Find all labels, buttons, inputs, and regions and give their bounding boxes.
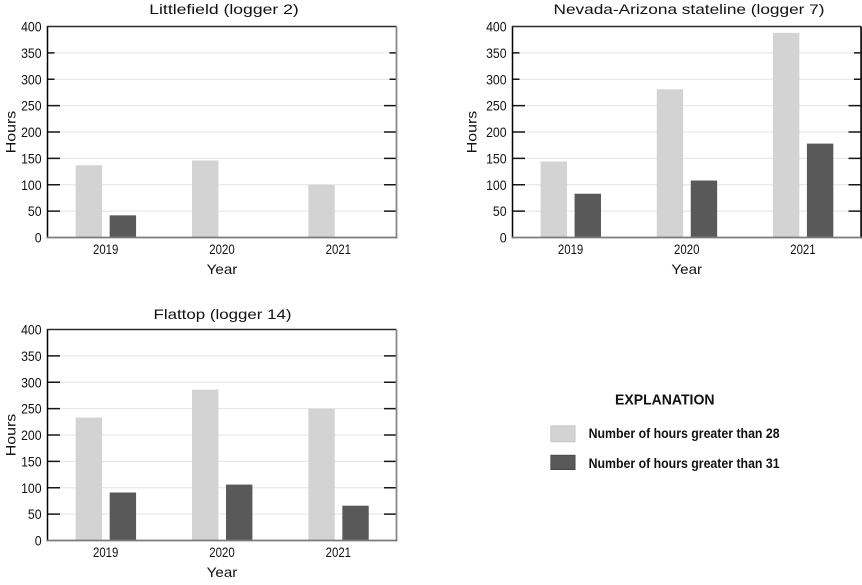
svg-text:150: 150 bbox=[486, 150, 507, 166]
svg-text:0: 0 bbox=[500, 230, 507, 246]
svg-text:2021: 2021 bbox=[326, 241, 352, 257]
svg-text:Number of hours greater than 2: Number of hours greater than 28 bbox=[589, 425, 780, 441]
svg-text:2020: 2020 bbox=[209, 241, 235, 257]
svg-text:150: 150 bbox=[21, 150, 42, 166]
svg-text:2020: 2020 bbox=[209, 544, 235, 560]
svg-text:300: 300 bbox=[21, 374, 42, 390]
svg-text:350: 350 bbox=[21, 348, 42, 364]
svg-text:100: 100 bbox=[486, 177, 507, 193]
svg-text:Hours: Hours bbox=[3, 111, 19, 154]
svg-text:Year: Year bbox=[207, 261, 238, 277]
svg-text:250: 250 bbox=[486, 98, 507, 114]
svg-text:300: 300 bbox=[486, 71, 507, 87]
svg-text:2021: 2021 bbox=[790, 241, 816, 257]
svg-text:350: 350 bbox=[486, 45, 507, 61]
svg-text:400: 400 bbox=[21, 322, 42, 338]
svg-text:300: 300 bbox=[21, 71, 42, 87]
svg-text:2019: 2019 bbox=[93, 241, 119, 257]
svg-text:200: 200 bbox=[21, 124, 42, 140]
svg-text:Flattop (logger 14): Flattop (logger 14) bbox=[154, 306, 292, 322]
svg-text:400: 400 bbox=[486, 19, 507, 35]
svg-text:2020: 2020 bbox=[674, 241, 700, 257]
svg-text:Hours: Hours bbox=[3, 414, 19, 457]
svg-text:0: 0 bbox=[35, 230, 42, 246]
svg-text:250: 250 bbox=[21, 98, 42, 114]
svg-text:Hours: Hours bbox=[464, 111, 480, 154]
svg-text:Year: Year bbox=[671, 261, 702, 277]
svg-text:50: 50 bbox=[493, 203, 507, 219]
svg-text:100: 100 bbox=[21, 177, 42, 193]
svg-text:200: 200 bbox=[21, 427, 42, 443]
svg-text:2021: 2021 bbox=[326, 544, 352, 560]
svg-text:250: 250 bbox=[21, 401, 42, 417]
svg-text:0: 0 bbox=[35, 533, 42, 549]
svg-text:150: 150 bbox=[21, 453, 42, 469]
svg-text:Number of hours greater than 3: Number of hours greater than 31 bbox=[589, 455, 780, 471]
svg-text:350: 350 bbox=[21, 45, 42, 61]
svg-text:Littlefield (logger 2): Littlefield (logger 2) bbox=[149, 1, 299, 17]
svg-text:2019: 2019 bbox=[558, 241, 584, 257]
svg-text:Nevada-Arizona stateline (logg: Nevada-Arizona stateline (logger 7) bbox=[554, 1, 825, 17]
svg-text:400: 400 bbox=[21, 19, 42, 35]
svg-text:EXPLANATION: EXPLANATION bbox=[615, 392, 715, 409]
svg-text:50: 50 bbox=[28, 203, 42, 219]
svg-text:100: 100 bbox=[21, 480, 42, 496]
svg-text:2019: 2019 bbox=[93, 544, 119, 560]
svg-text:Year: Year bbox=[207, 564, 238, 580]
svg-text:50: 50 bbox=[28, 506, 42, 522]
svg-text:200: 200 bbox=[486, 124, 507, 140]
